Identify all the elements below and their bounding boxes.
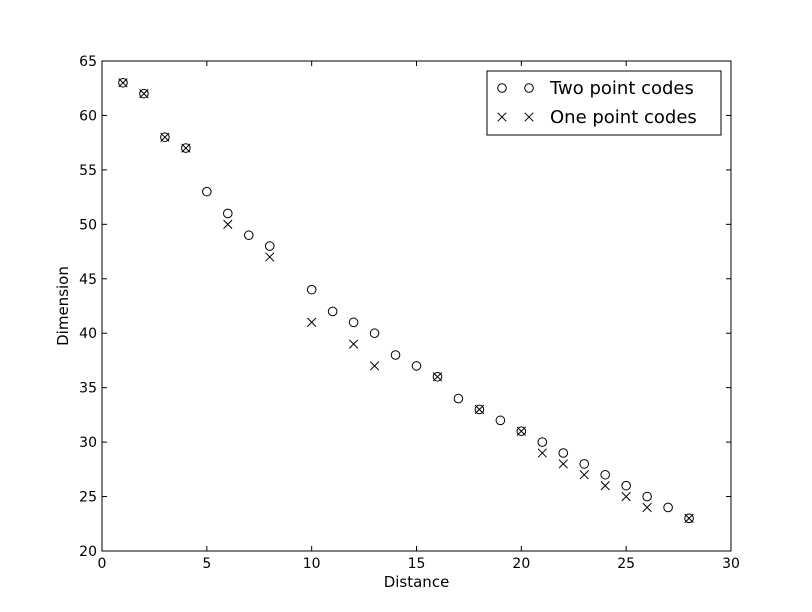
circle-point [390,350,401,360]
circle-point [495,415,506,426]
legend-marker [497,83,507,93]
x-point [432,372,443,382]
x-tick-label: 25 [617,556,635,572]
x-tick-label: 30 [722,556,740,572]
y-tick-label: 45 [79,272,97,288]
y-axis-label: Dimension [54,266,72,346]
x-point [579,470,589,480]
legend-item: One point codes [497,107,697,128]
circle-point [118,77,128,88]
circle-point [223,208,233,219]
circle-point [327,306,338,317]
x-point [160,132,170,142]
circle-point [432,371,443,382]
x-point [474,404,485,415]
x-tick-label: 10 [303,556,321,572]
circle-point [558,448,569,458]
circle-point [181,143,191,153]
y-tick-label: 20 [79,544,97,560]
y-tick-label: 65 [79,54,97,70]
circle-point [474,404,485,415]
circle-point [411,361,422,371]
circle-point [453,393,464,404]
circle-point [663,502,673,513]
y-tick-label: 55 [79,163,97,179]
y-tick-label: 40 [79,326,97,342]
legend-marker [524,83,534,93]
x-point [307,317,317,327]
y-tick-label: 35 [79,381,97,397]
plot-marks [118,77,694,524]
circle-point [160,132,170,143]
circle-point [306,284,317,295]
axis-ticks: 0 5 10 15 20 25 30 20 25 30 35 40 45 50 55 60 65 [79,54,740,572]
circle-point [369,328,380,339]
circle-point [202,186,212,197]
legend-box [486,70,722,136]
legend: Two point codes One point codes [486,70,722,136]
circle-point [579,459,590,469]
x-tick-label: 5 [202,556,211,572]
circle-point [139,88,149,99]
x-point [118,78,128,88]
series-one-point-codes [118,78,694,523]
x-tick-label: 15 [408,556,426,572]
circle-point [516,426,527,437]
y-tick-label: 25 [79,490,97,506]
legend-label: Two point codes [549,78,694,99]
circle-point [348,317,359,328]
x-point [558,459,568,469]
y-tick-label: 30 [79,435,97,451]
circle-point [600,469,611,480]
x-point [642,502,652,513]
x-point [600,481,610,491]
x-point [181,143,191,153]
y-tick-label: 60 [79,108,97,124]
x-point [348,339,359,349]
x-point [265,252,275,262]
circle-point [684,513,694,524]
circle-point [537,437,548,447]
x-point [516,426,526,436]
legend-item: Two point codes [497,78,694,99]
circle-point [243,230,254,241]
x-point [684,513,694,523]
legend-marker [497,112,507,122]
circle-point [264,241,275,251]
x-point [537,448,547,458]
circle-point [642,491,652,502]
x-axis-label: Distance [384,573,450,591]
legend-label: One point codes [550,107,697,128]
x-point [223,219,233,229]
x-point [139,89,149,99]
circle-point [621,480,631,491]
legend-marker [524,112,534,122]
y-tick-label: 50 [79,217,97,233]
x-point [369,361,380,371]
x-point [621,491,631,502]
series-two-point-codes [118,77,694,524]
x-tick-label: 0 [98,556,107,572]
x-tick-label: 20 [512,556,530,572]
